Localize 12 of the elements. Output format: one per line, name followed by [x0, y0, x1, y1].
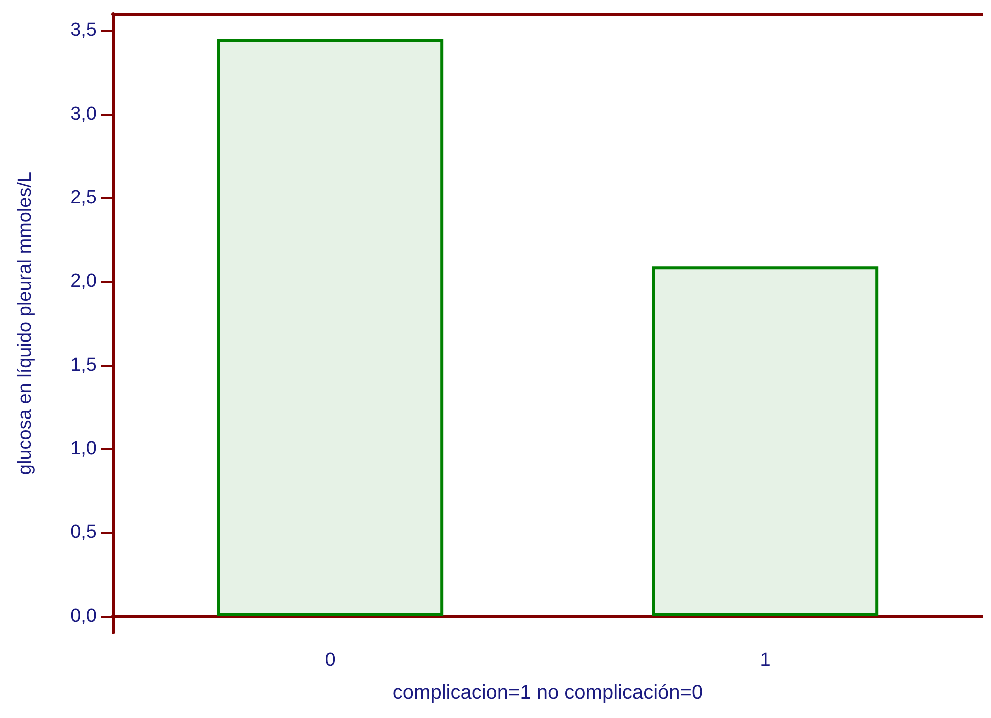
x-axis-title: complicacion=1 no complicación=0: [392, 682, 704, 704]
y-tick-label: 2,0: [70, 271, 97, 292]
y-tick-label: 3,0: [70, 104, 97, 125]
y-tick-label: 0,5: [70, 522, 97, 544]
y-tick-label: 2,5: [70, 188, 97, 209]
y-axis-title: glucosa en líquido pleural mmoles/L: [15, 172, 36, 476]
y-tick-label: 1,5: [70, 354, 97, 376]
y-tick-label: 1,0: [70, 438, 97, 460]
y-tick-label: 0,0: [70, 606, 97, 627]
x-tick-label: 1: [760, 650, 771, 671]
y-tick-label: 3,5: [70, 20, 97, 42]
x-tick-label: 0: [325, 650, 336, 671]
